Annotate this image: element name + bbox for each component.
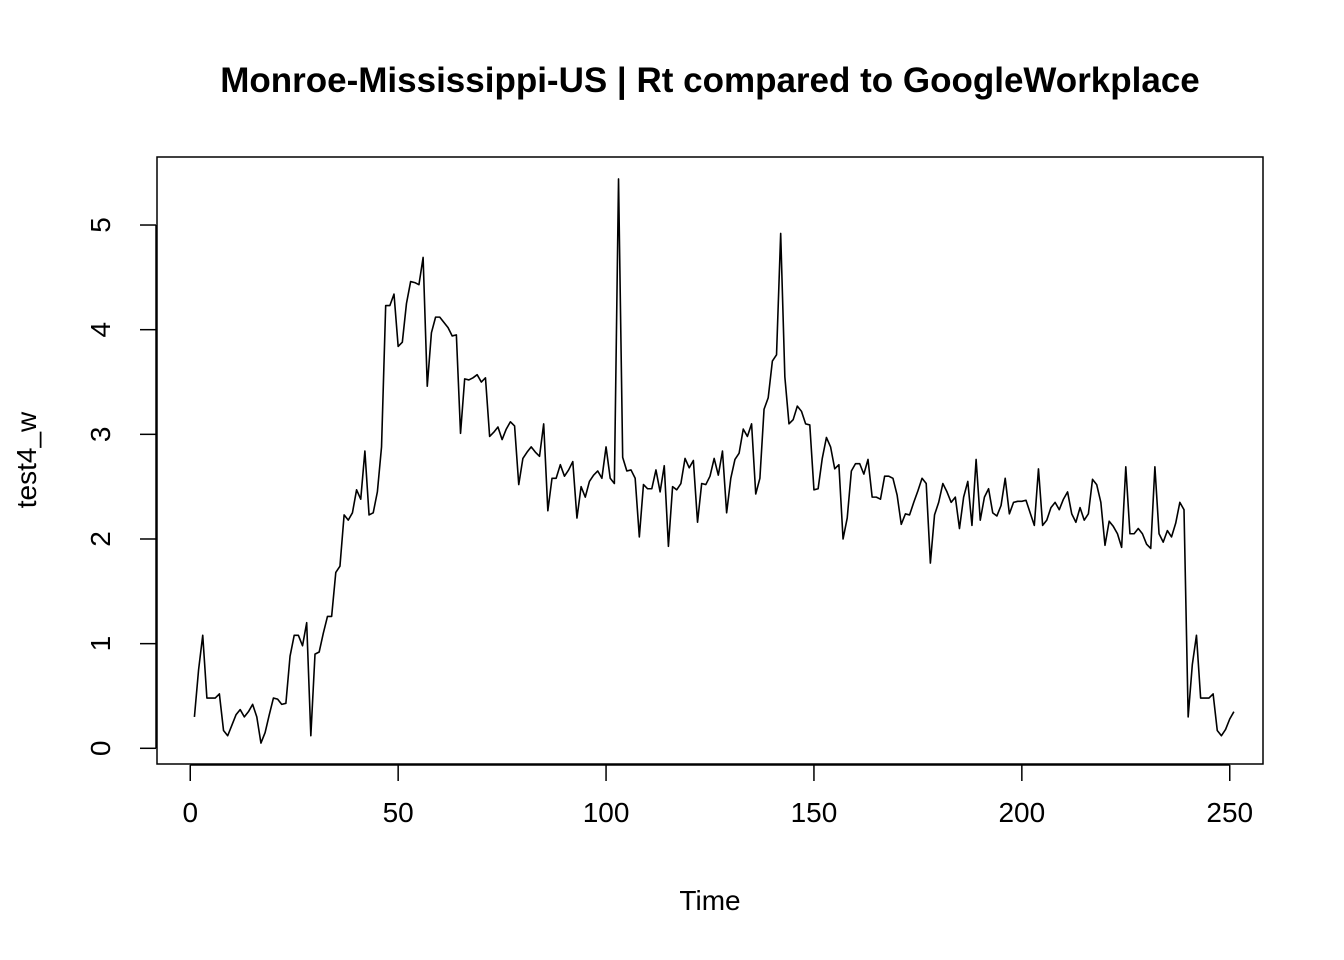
x-tick-label: 50 (383, 797, 414, 828)
y-tick-label: 2 (85, 531, 116, 547)
y-axis-label: test4_w (11, 411, 42, 508)
y-tick-label: 1 (85, 636, 116, 652)
x-tick-label: 250 (1206, 797, 1253, 828)
y-tick-label: 5 (85, 217, 116, 233)
y-tick-label: 4 (85, 322, 116, 338)
y-tick-label: 0 (85, 741, 116, 757)
y-axis: 0 1 2 3 4 5 (85, 217, 157, 757)
series-line (193, 178, 1235, 744)
x-tick-label: 0 (182, 797, 198, 828)
x-tick-label: 100 (583, 797, 630, 828)
x-axis-label: Time (679, 885, 740, 916)
chart-title: Monroe-Mississippi-US | Rt compared to G… (220, 61, 1200, 100)
plot-area-border (156, 156, 1264, 765)
y-tick-label: 3 (85, 427, 116, 443)
x-tick-label: 150 (791, 797, 838, 828)
x-axis: 0 50 100 150 200 250 (182, 764, 1253, 828)
x-tick-label: 200 (998, 797, 1045, 828)
